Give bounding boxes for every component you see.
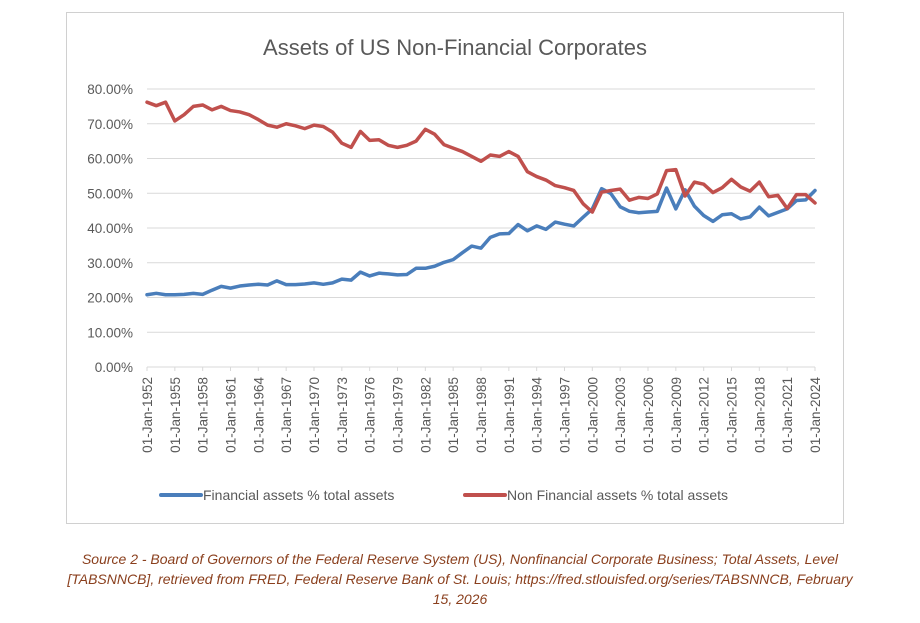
x-tick-label: 01-Jan-2003 — [613, 377, 628, 453]
y-tick-label: 20.00% — [87, 291, 133, 306]
x-tick-label: 01-Jan-1985 — [446, 377, 461, 453]
x-tick-label: 01-Jan-2021 — [780, 377, 795, 453]
x-tick-label: 01-Jan-2009 — [669, 377, 684, 453]
y-tick-label: 40.00% — [87, 221, 133, 236]
y-tick-label: 10.00% — [87, 325, 133, 340]
x-axis-ticks: 01-Jan-1952 01-Jan-1955 01-Jan-1958 01-Jan-… — [140, 367, 823, 453]
x-tick-label: 01-Jan-1976 — [363, 377, 378, 453]
x-tick-label: 01-Jan-2000 — [585, 377, 600, 453]
x-tick-label: 01-Jan-1994 — [530, 377, 545, 453]
x-tick-label: 01-Jan-1955 — [168, 377, 183, 453]
legend-label-financial: Financial assets % total assets — [203, 487, 394, 503]
x-tick-label: 01-Jan-1988 — [474, 377, 489, 453]
chart-title: Assets of US Non-Financial Corporates — [263, 35, 647, 60]
x-tick-label: 01-Jan-2015 — [725, 377, 740, 453]
chart-frame: Assets of US Non-Financial Corporates 0.… — [66, 12, 844, 524]
series-line-non-financial — [145, 100, 817, 214]
x-tick-label: 01-Jan-1970 — [307, 377, 322, 453]
y-tick-label: 70.00% — [87, 117, 133, 132]
legend-label-non-financial: Non Financial assets % total assets — [507, 487, 728, 503]
y-tick-label: 60.00% — [87, 152, 133, 167]
source-caption: Source 2 - Board of Governors of the Fed… — [0, 549, 920, 609]
x-tick-label: 01-Jan-2012 — [697, 377, 712, 453]
series-lines — [145, 100, 817, 297]
x-tick-label: 01-Jan-1991 — [502, 377, 517, 453]
gridlines — [147, 88, 815, 333]
x-tick-label: 01-Jan-1982 — [418, 377, 433, 453]
x-tick-label: 01-Jan-2024 — [808, 377, 823, 453]
y-tick-label: 50.00% — [87, 186, 133, 201]
series-line-financial — [145, 186, 817, 297]
x-tick-label: 01-Jan-1964 — [251, 377, 266, 453]
x-tick-label: 01-Jan-1958 — [196, 377, 211, 453]
y-tick-label: 80.00% — [87, 82, 133, 97]
caption-line-3: 15, 2026 — [432, 591, 488, 607]
x-tick-label: 01-Jan-1997 — [558, 377, 573, 453]
caption-line-1: Source 2 - Board of Governors of the Fed… — [81, 551, 839, 567]
x-tick-label: 01-Jan-1967 — [279, 377, 294, 453]
x-tick-label: 01-Jan-1973 — [335, 377, 350, 453]
y-axis-ticks: 0.00% 10.00% 20.00% 30.00% 40.00% 50.00% 60.00… — [87, 82, 133, 375]
caption-line-2: [TABSNNCB], retrieved from FRED, Federal… — [67, 571, 853, 587]
line-chart: Assets of US Non-Financial Corporates 0.… — [87, 35, 823, 503]
x-tick-label: 01-Jan-2006 — [641, 377, 656, 453]
x-tick-label: 01-Jan-2018 — [752, 377, 767, 453]
x-tick-label: 01-Jan-1979 — [391, 377, 406, 453]
x-tick-label: 01-Jan-1961 — [224, 377, 239, 453]
x-tick-label: 01-Jan-1952 — [140, 377, 155, 453]
y-tick-label: 30.00% — [87, 256, 133, 271]
y-tick-label: 0.00% — [95, 360, 133, 375]
legend: Financial assets % total assets Non Fina… — [159, 487, 728, 503]
